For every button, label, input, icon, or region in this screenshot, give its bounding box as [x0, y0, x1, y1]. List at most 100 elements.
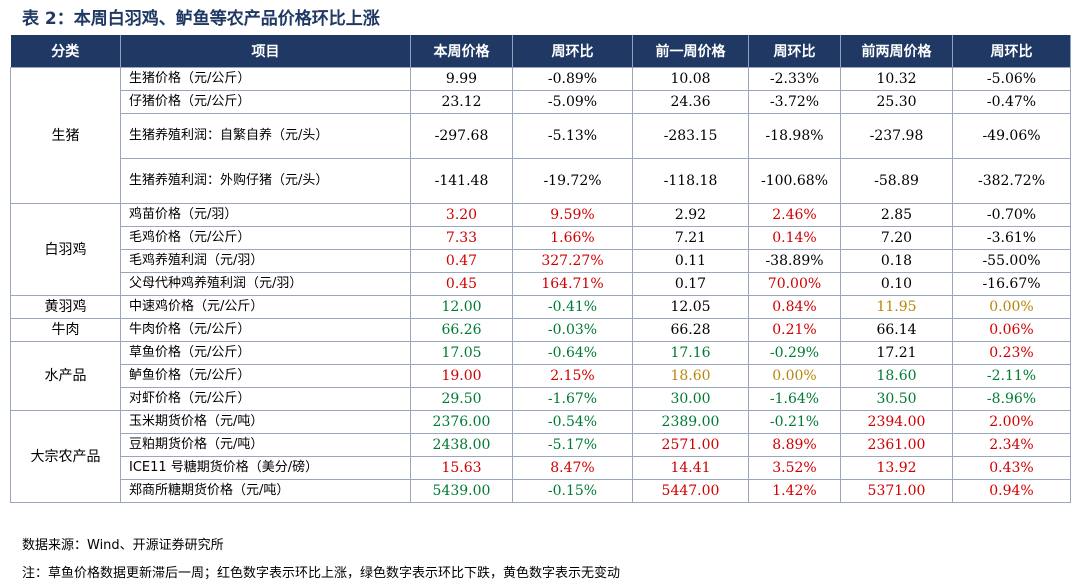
price-cell: 10.08 — [632, 67, 749, 91]
table-row: 父母代种鸡养殖利润（元/羽） 0.45 164.71% 0.17 70.00% 0.10-… — [11, 272, 1071, 296]
table-row: ICE11 号糖期货价格（美分/磅） 15.63 8.47% 14.41 3.52% 13… — [11, 456, 1071, 480]
price-cell: 18.60 — [632, 364, 749, 388]
category-cell: 生猪 — [10, 67, 121, 204]
price-cell: 0.17 — [632, 272, 749, 296]
price-cell: 5371.00 — [840, 479, 953, 503]
price-cell: 11.95 — [840, 295, 953, 319]
change-cell: 0.23% — [952, 341, 1071, 365]
price-cell: 23.12 — [410, 90, 513, 114]
table-row: 水产品 草鱼价格（元/公斤） 17.05 -0.64% 17.16 -0.29% 17.21… — [10, 341, 1071, 411]
price-cell: -118.18 — [632, 158, 749, 204]
table-row: 豆粕期货价格（元/吨） 2438.00 -5.17% 2571.00 8.89% 2361… — [11, 433, 1071, 457]
category-cell: 白羽鸡 — [10, 203, 121, 296]
price-cell: 0.11 — [632, 249, 749, 273]
price-cell: 10.32 — [840, 67, 953, 91]
item-cell: 玉米期货价格（元/吨） — [120, 410, 411, 434]
table-row: 毛鸡养殖利润（元/羽） 0.47 327.27% 0.11 -38.89% 0.18 -55… — [11, 249, 1071, 273]
price-cell: -297.68 — [410, 113, 513, 159]
change-cell: 1.42% — [748, 479, 841, 503]
price-cell: -283.15 — [632, 113, 749, 159]
price-cell: 0.18 — [840, 249, 953, 273]
col-category: 分类 — [10, 35, 121, 68]
item-cell: 鲈鱼价格（元/公斤） — [120, 364, 411, 388]
price-cell: 2571.00 — [632, 433, 749, 457]
change-cell: -18.98% — [748, 113, 841, 159]
item-cell: 牛肉价格（元/公斤） — [120, 318, 411, 342]
change-cell: 70.00% — [748, 272, 841, 296]
price-cell: 7.33 — [410, 226, 513, 250]
price-cell: 2389.00 — [632, 410, 749, 434]
price-cell: 5439.00 — [410, 479, 513, 503]
change-cell: -5.13% — [512, 113, 633, 159]
item-cell: 鸡苗价格（元/羽） — [120, 203, 411, 227]
item-cell: 生猪价格（元/公斤） — [120, 67, 411, 91]
table-row: 生猪养殖利润：自繁自养（元/头） -297.68 -5.13% -283.15 -18.… — [11, 113, 1071, 159]
col-item: 项目 — [120, 35, 411, 68]
change-cell: -2.11% — [952, 364, 1071, 388]
change-cell: 0.94% — [952, 479, 1071, 503]
category-cell: 水产品 — [10, 341, 121, 411]
price-cell: 17.16 — [632, 341, 749, 365]
change-cell: -0.15% — [512, 479, 633, 503]
change-cell: 327.27% — [512, 249, 633, 273]
change-cell: -3.61% — [952, 226, 1071, 250]
change-cell: -16.67% — [952, 272, 1071, 296]
col-wow-2: 周环比 — [748, 35, 841, 68]
table-title: 表 2：本周白羽鸡、鲈鱼等农产品价格环比上涨 — [22, 9, 380, 29]
item-cell: 毛鸡养殖利润（元/羽） — [120, 249, 411, 273]
price-cell: 30.00 — [632, 387, 749, 411]
price-cell: 3.20 — [410, 203, 513, 227]
item-cell: 生猪养殖利润：自繁自养（元/头） — [120, 113, 411, 159]
price-cell: 25.30 — [840, 90, 953, 114]
change-cell: -0.64% — [512, 341, 633, 365]
col-wow-1: 周环比 — [512, 35, 633, 68]
change-cell: -382.72% — [952, 158, 1071, 204]
item-cell: 郑商所糖期货价格（元/吨） — [120, 479, 411, 503]
table-row: 大宗农产品 玉米期货价格（元/吨） 2376.00 -0.54% 2389.00 -0.2… — [10, 410, 1071, 503]
source-note: 数据来源：Wind、开源证券研究所 — [22, 538, 224, 553]
price-cell: -237.98 — [840, 113, 953, 159]
price-cell: 14.41 — [632, 456, 749, 480]
change-cell: 0.00% — [952, 295, 1071, 319]
price-cell: 7.21 — [632, 226, 749, 250]
price-cell: 0.47 — [410, 249, 513, 273]
price-cell: 2376.00 — [410, 410, 513, 434]
table-row: 生猪 生猪价格（元/公斤） 9.99 -0.89% 10.08 -2.33% 10.32 -5… — [10, 67, 1071, 204]
price-cell: 9.99 — [410, 67, 513, 91]
change-cell: 2.34% — [952, 433, 1071, 457]
price-cell: 29.50 — [410, 387, 513, 411]
price-cell: 24.36 — [632, 90, 749, 114]
change-cell: -0.41% — [512, 295, 633, 319]
table-row: 鲈鱼价格（元/公斤） 19.00 2.15% 18.60 0.00% 18.60 -2.11… — [11, 364, 1071, 388]
change-cell: 1.66% — [512, 226, 633, 250]
price-cell: 66.28 — [632, 318, 749, 342]
price-cell: 19.00 — [410, 364, 513, 388]
table-row: 生猪养殖利润：外购仔猪（元/头） -141.48 -19.72% -118.18 -10… — [11, 158, 1071, 204]
change-cell: -0.03% — [512, 318, 633, 342]
change-cell: -3.72% — [748, 90, 841, 114]
table-row: 仔猪价格（元/公斤） 23.12 -5.09% 24.36 -3.72% 25.30 -0.… — [11, 90, 1071, 114]
change-cell: 8.89% — [748, 433, 841, 457]
change-cell: -0.47% — [952, 90, 1071, 114]
category-cell: 黄羽鸡 — [10, 295, 121, 319]
change-cell: -0.29% — [748, 341, 841, 365]
price-cell: 18.60 — [840, 364, 953, 388]
table-row: 白羽鸡 鸡苗价格（元/羽） 3.20 9.59% 2.92 2.46% 2.85 -0.70% — [10, 203, 1071, 296]
price-cell: 15.63 — [410, 456, 513, 480]
change-cell: -38.89% — [748, 249, 841, 273]
change-cell: 9.59% — [512, 203, 633, 227]
change-cell: -0.70% — [952, 203, 1071, 227]
change-cell: 164.71% — [512, 272, 633, 296]
change-cell: 2.46% — [748, 203, 841, 227]
price-cell: 2.92 — [632, 203, 749, 227]
price-cell: 2361.00 — [840, 433, 953, 457]
price-cell: 17.21 — [840, 341, 953, 365]
price-cell: 13.92 — [840, 456, 953, 480]
item-cell: ICE11 号糖期货价格（美分/磅） — [120, 456, 411, 480]
change-cell: 0.21% — [748, 318, 841, 342]
change-cell: -1.67% — [512, 387, 633, 411]
color-legend-note: 注：草鱼价格数据更新滞后一周；红色数字表示环比上涨，绿色数字表示环比下跌，黄色数… — [22, 566, 621, 581]
price-cell: 2438.00 — [410, 433, 513, 457]
change-cell: 0.14% — [748, 226, 841, 250]
change-cell: -5.09% — [512, 90, 633, 114]
